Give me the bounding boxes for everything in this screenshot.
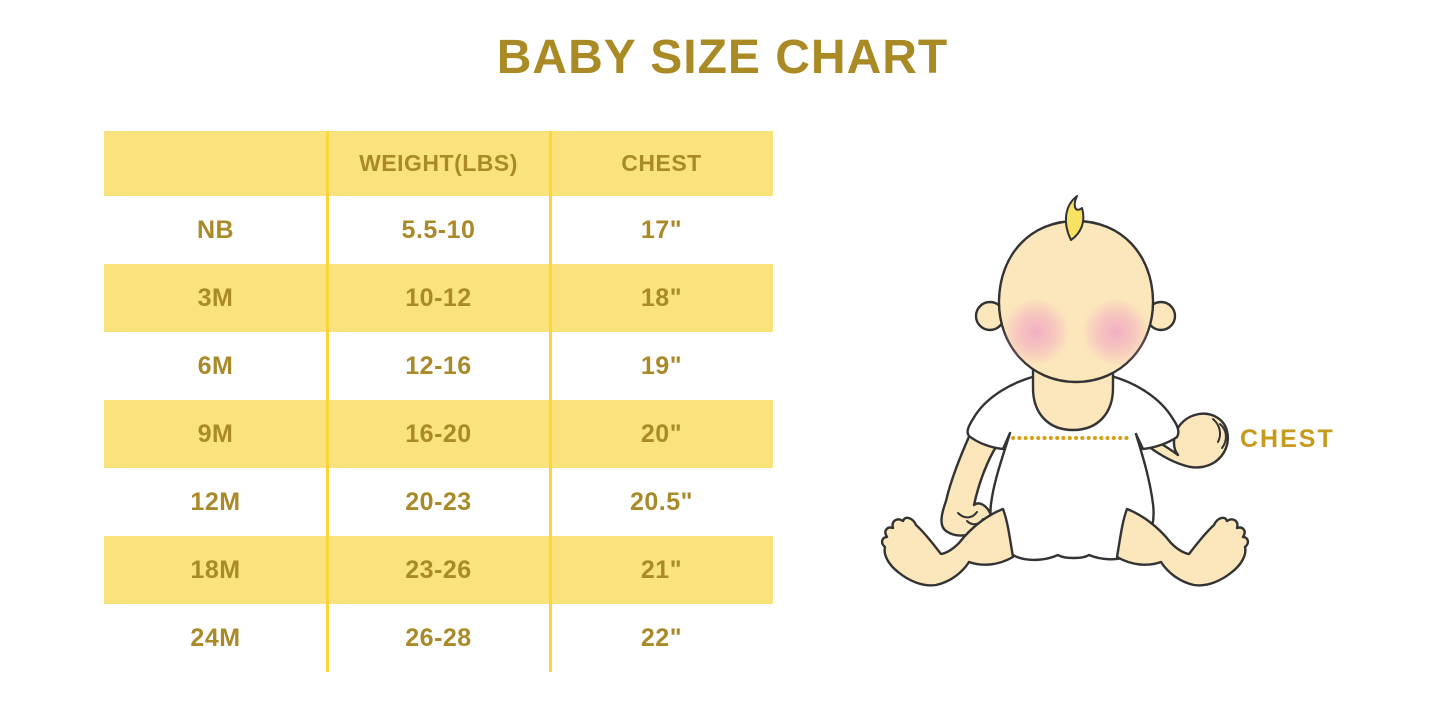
- cell-weight: 26-28: [405, 623, 472, 652]
- baby-right-leg: [1115, 507, 1250, 587]
- cell-size: 6M: [197, 351, 234, 380]
- header-chest: CHEST: [621, 150, 702, 176]
- table-row-18m: 18M 23-26 21": [104, 536, 773, 604]
- cell-size: 9M: [197, 419, 234, 448]
- baby-right-cheek: [1082, 298, 1150, 366]
- cell-size: 3M: [197, 283, 234, 312]
- cell-weight: 5.5-10: [401, 215, 476, 244]
- cell-chest: 20.5": [629, 487, 693, 516]
- header-weight: WEIGHT(LBS): [359, 150, 518, 176]
- size-chart-table: WEIGHT(LBS) CHEST NB 5.5-10 17" 3M 10-12…: [104, 131, 773, 672]
- cell-chest: 19": [640, 351, 683, 380]
- chest-label: CHEST: [1240, 425, 1335, 453]
- cell-chest: 18": [640, 283, 683, 312]
- table-row-9m: 9M 16-20 20": [104, 400, 773, 468]
- page-title: BABY SIZE CHART: [496, 31, 949, 84]
- cell-chest: 20": [640, 419, 683, 448]
- cell-weight: 10-12: [405, 283, 472, 312]
- baby-hair-curl: [1064, 195, 1085, 241]
- fist-finger-lines: [1212, 418, 1227, 449]
- table-header-row: WEIGHT(LBS) CHEST: [104, 131, 773, 196]
- cell-weight: 23-26: [405, 555, 472, 584]
- table-row-12m: 12M 20-23 20.5": [104, 468, 773, 536]
- cell-chest: 21": [640, 555, 683, 584]
- cell-size: NB: [196, 215, 235, 244]
- column-divider-2: [549, 131, 552, 672]
- cell-chest: 17": [640, 215, 683, 244]
- table-row-6m: 6M 12-16 19": [104, 332, 773, 400]
- table-row-nb: NB 5.5-10 17": [104, 196, 773, 264]
- table-row-24m: 24M 26-28 22": [104, 604, 773, 672]
- cell-weight: 20-23: [405, 487, 472, 516]
- cell-chest: 22": [640, 623, 683, 652]
- cell-weight: 16-20: [405, 419, 472, 448]
- cell-size: 18M: [190, 555, 241, 584]
- column-divider-1: [326, 131, 329, 672]
- table-row-3m: 3M 10-12 18": [104, 264, 773, 332]
- cell-size: 12M: [190, 487, 241, 516]
- baby-left-leg: [880, 507, 1015, 587]
- baby-left-cheek: [1002, 298, 1070, 366]
- cell-size: 24M: [190, 623, 241, 652]
- baby-illustration: CHEST: [880, 175, 1360, 605]
- cell-weight: 12-16: [405, 351, 472, 380]
